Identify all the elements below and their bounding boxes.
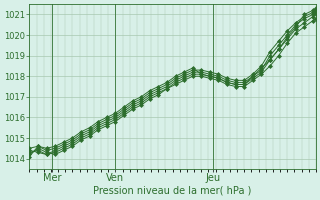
X-axis label: Pression niveau de la mer( hPa ): Pression niveau de la mer( hPa ) [93, 186, 252, 196]
